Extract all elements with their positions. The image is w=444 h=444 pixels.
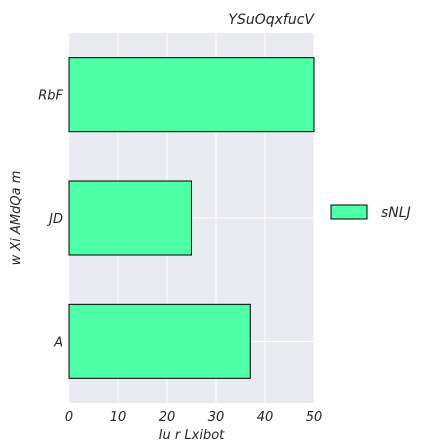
x-tick-label: 40: [257, 410, 274, 425]
bar-RbF: [68, 57, 315, 133]
chart-title: YSuOqxfucV: [228, 12, 315, 28]
x-axis-label: Iu r Lxibot: [159, 428, 225, 443]
x-tick-label: 10: [110, 410, 127, 425]
bar-JD: [68, 180, 192, 256]
legend-swatch: [330, 204, 368, 220]
x-tick-label: 50: [306, 410, 323, 425]
legend-label: sNLJ: [381, 205, 411, 221]
x-tick-label: 30: [208, 410, 225, 425]
y-tick-label: A: [53, 335, 63, 350]
y-tick-labels: RbF JD A: [38, 89, 63, 351]
y-axis-label: w Xi AMdQa m: [9, 171, 24, 266]
bar-A: [68, 303, 251, 379]
y-tick-label: RbF: [38, 89, 63, 104]
x-tick-label: 0: [65, 410, 73, 425]
x-tick-labels: 0 10 20 30 40 50: [65, 410, 322, 425]
y-tick-label: JD: [46, 212, 63, 227]
legend: sNLJ: [330, 204, 411, 221]
bars: [68, 57, 315, 379]
x-tick-label: 20: [159, 410, 176, 425]
